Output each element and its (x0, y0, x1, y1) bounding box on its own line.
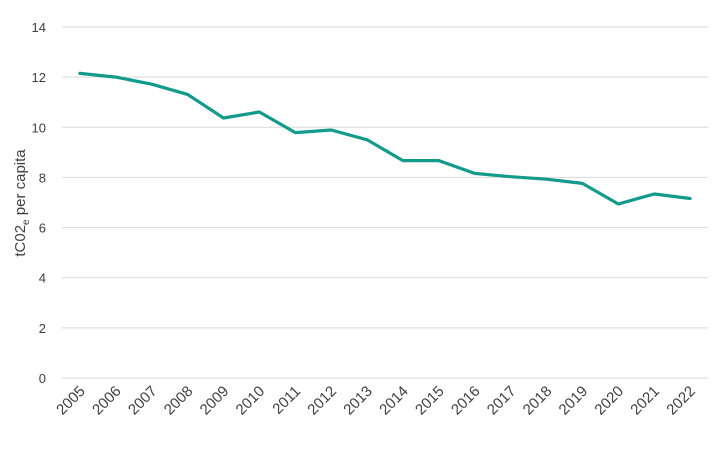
x-tick-label: 2014 (376, 383, 412, 419)
gridlines (62, 27, 708, 378)
x-tick-label: 2011 (269, 383, 304, 418)
x-tick-label: 2020 (591, 383, 627, 419)
y-tick-labels: 0 2 4 6 8 10 12 14 (32, 20, 46, 386)
x-tick-label: 2018 (520, 383, 556, 419)
x-tick-label: 2009 (197, 383, 233, 419)
x-tick-label: 2012 (304, 383, 340, 419)
x-tick-label: 2016 (448, 383, 484, 419)
series-line (80, 73, 690, 204)
y-tick-label: 6 (39, 221, 46, 236)
y-axis-label-suffix: per capita (12, 149, 29, 220)
y-axis-label: tC02e per capita (12, 149, 32, 257)
y-tick-label: 10 (32, 120, 46, 135)
x-tick-label: 2022 (663, 383, 699, 419)
x-tick-label: 2008 (161, 383, 197, 419)
x-tick-label: 2015 (412, 383, 448, 419)
x-tick-label: 2005 (53, 383, 89, 419)
y-tick-label: 14 (32, 20, 46, 35)
x-tick-label: 2006 (89, 383, 125, 419)
x-tick-label: 2017 (484, 383, 520, 419)
y-axis-label-main: tC02 (12, 225, 29, 257)
y-tick-label: 2 (39, 321, 46, 336)
x-tick-label: 2013 (340, 383, 376, 419)
x-tick-label: 2021 (627, 383, 663, 419)
x-tick-label: 2007 (125, 383, 161, 419)
y-tick-label: 4 (39, 271, 46, 286)
y-tick-label: 8 (39, 170, 46, 185)
y-tick-label: 12 (32, 70, 46, 85)
y-tick-label: 0 (39, 371, 46, 386)
x-tick-label: 2010 (233, 383, 269, 419)
x-tick-label: 2019 (556, 383, 592, 419)
